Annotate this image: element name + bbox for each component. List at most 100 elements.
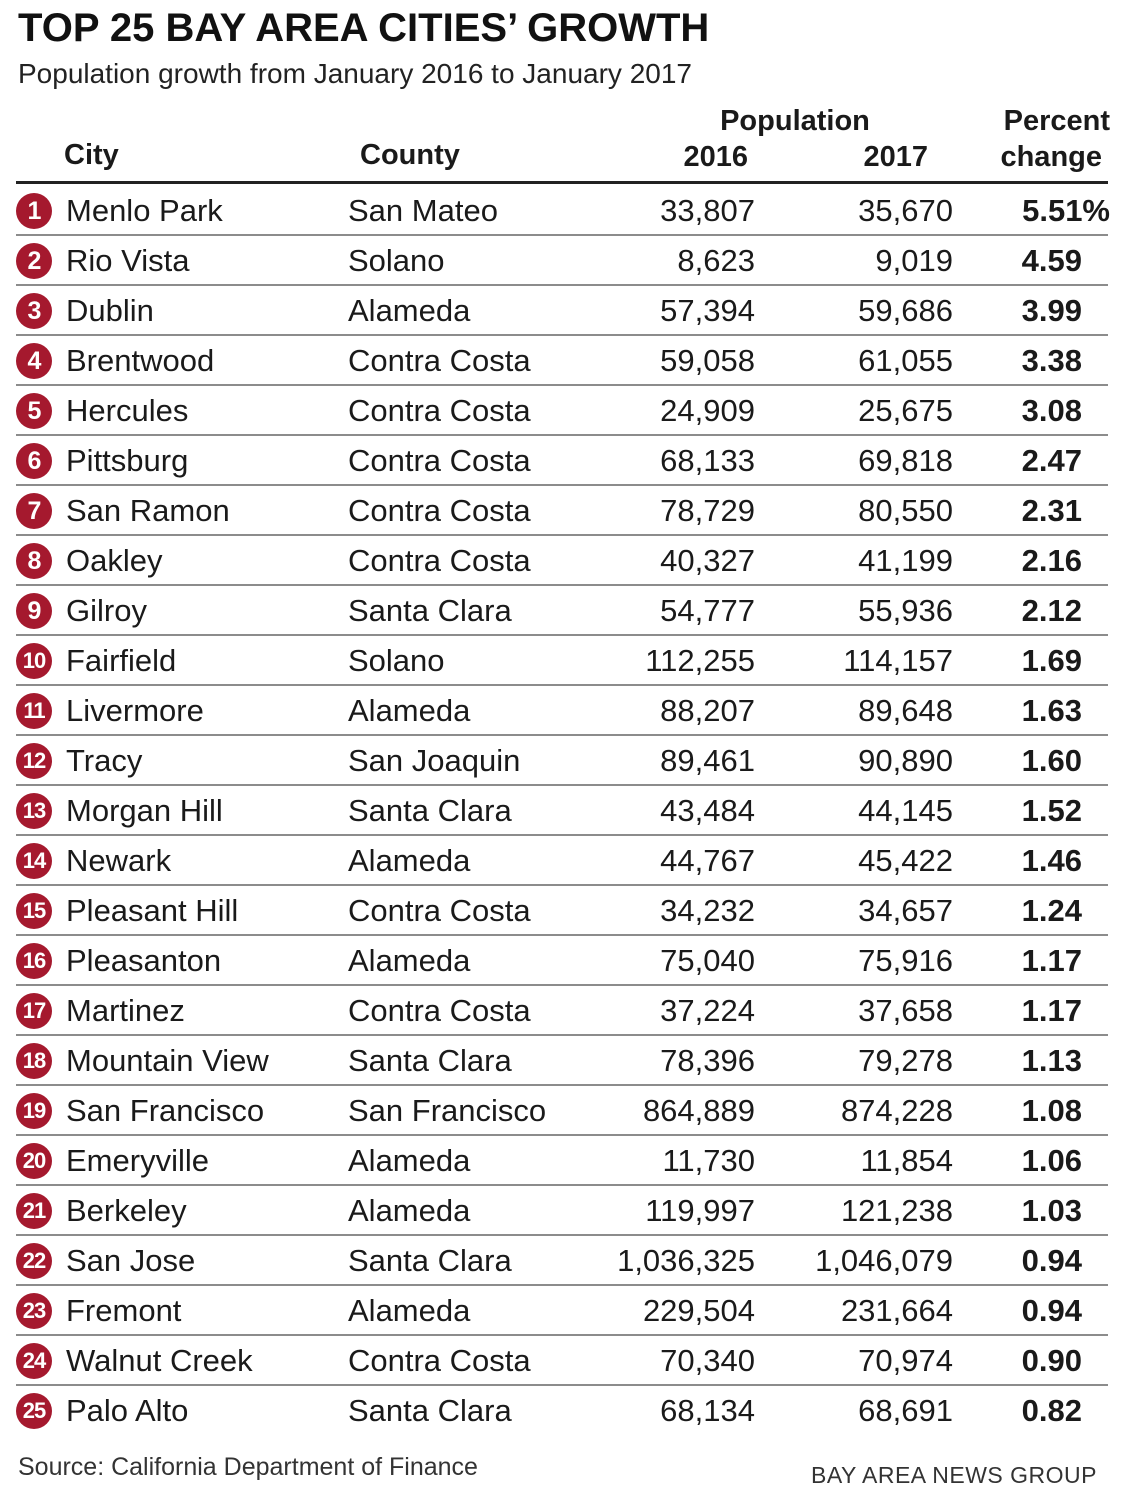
row-separator [16,584,1108,586]
row-separator [16,534,1108,536]
population-2016-cell: 34,232 [660,893,755,928]
city-cell: Pleasanton [66,943,222,978]
population-2016-cell: 44,767 [660,843,755,878]
population-2017-cell: 44,145 [858,793,953,828]
population-2017-cell: 114,157 [843,643,953,678]
county-cell: Alameda [348,843,471,878]
population-2017-cell: 11,854 [860,1143,953,1178]
population-2017-cell: 41,199 [858,543,953,578]
population-2017-cell: 90,890 [858,743,953,778]
population-2016-cell: 8,623 [677,243,755,278]
row-separator [16,1334,1108,1336]
population-2016-cell: 54,777 [660,593,755,628]
city-cell: Rio Vista [66,243,190,278]
row-separator [16,884,1108,886]
row-separator [16,1134,1108,1136]
city-cell: Hercules [66,393,189,428]
percent-change-cell: 1.52 [1021,793,1082,828]
population-2017-cell: 874,228 [840,1093,953,1128]
percent-change-cell: 1.06 [1021,1143,1082,1178]
city-cell: Berkeley [66,1193,187,1228]
percent-change-cell: 3.08 [1021,393,1082,428]
rank-badge: 4 [16,343,52,379]
percent-change-cell: 1.24 [1021,893,1082,928]
table-row: 7 San Ramon Contra Costa 78,729 80,550 2.31 [0,486,1121,536]
table-row: 24 Walnut Creek Contra Costa 70,340 70,974 0.… [0,1336,1121,1386]
rank-badge: 3 [16,293,52,329]
rank-badge: 23 [16,1293,52,1329]
rank-badge: 25 [16,1393,52,1429]
row-separator [16,234,1108,236]
population-2017-cell: 25,675 [858,393,953,428]
table-row: 19 San Francisco San Francisco 864,889 874,2… [0,1086,1121,1136]
rank-badge: 21 [16,1193,52,1229]
population-2017-cell: 34,657 [858,893,953,928]
page-title: TOP 25 BAY AREA CITIES’ GROWTH [18,6,710,50]
table-row: 18 Mountain View Santa Clara 78,396 79,278 1.… [0,1036,1121,1086]
county-cell: Solano [348,643,445,678]
percent-change-cell: 3.99 [1021,293,1082,328]
population-2016-cell: 37,224 [660,993,755,1028]
table-body: 1 Menlo Park San Mateo 33,807 35,670 5.51% 2 Ri… [0,186,1121,1436]
population-2017-cell: 61,055 [858,343,953,378]
header-change: change [1000,141,1102,173]
table-row: 10 Fairfield Solano 112,255 114,157 1.69 [0,636,1121,686]
row-separator [16,784,1108,786]
percent-change-cell: 1.08 [1021,1093,1082,1128]
rank-badge: 24 [16,1343,52,1379]
row-separator [16,1084,1108,1086]
percent-change-cell: 1.17 [1021,943,1082,978]
rank-badge: 18 [16,1043,52,1079]
header-percent: Percent [1003,105,1110,137]
city-cell: Walnut Creek [66,1343,253,1378]
table-row: 21 Berkeley Alameda 119,997 121,238 1.03 [0,1186,1121,1236]
population-2017-cell: 231,664 [840,1293,953,1328]
rank-badge: 8 [16,543,52,579]
population-2017-cell: 68,691 [858,1393,953,1428]
population-2017-cell: 80,550 [858,493,953,528]
county-cell: Contra Costa [348,543,531,578]
row-separator [16,984,1108,986]
population-2017-cell: 9,019 [875,243,953,278]
page-subtitle: Population growth from January 2016 to J… [18,58,692,89]
population-2016-cell: 75,040 [660,943,755,978]
rank-badge: 1 [16,193,52,229]
population-2016-cell: 89,461 [660,743,755,778]
county-cell: Santa Clara [348,793,512,828]
row-separator [16,434,1108,436]
rank-badge: 15 [16,893,52,929]
rank-badge: 14 [16,843,52,879]
percent-change-cell: 3.38 [1021,343,1082,378]
population-2017-cell: 55,936 [858,593,953,628]
population-2017-cell: 89,648 [858,693,953,728]
percent-change-cell: 0.90 [1021,1343,1082,1378]
header-2016: 2016 [683,141,748,173]
percent-change-cell: 2.31 [1021,493,1082,528]
population-2016-cell: 70,340 [660,1343,755,1378]
population-2016-cell: 68,134 [660,1393,755,1428]
county-cell: Alameda [348,1293,471,1328]
city-cell: Palo Alto [66,1393,189,1428]
county-cell: Contra Costa [348,493,531,528]
county-cell: San Francisco [348,1093,547,1128]
row-separator [16,934,1108,936]
county-cell: Alameda [348,693,471,728]
city-cell: Oakley [66,543,163,578]
population-2017-cell: 59,686 [858,293,953,328]
county-cell: Alameda [348,1193,471,1228]
city-cell: Fremont [66,1293,182,1328]
row-separator [16,834,1108,836]
rank-badge: 17 [16,993,52,1029]
source-note: Source: California Department of Finance [18,1453,478,1481]
population-2016-cell: 78,729 [660,493,755,528]
county-cell: San Mateo [348,193,498,228]
row-separator [16,384,1108,386]
city-cell: Livermore [66,693,204,728]
table-row: 9 Gilroy Santa Clara 54,777 55,936 2.12 [0,586,1121,636]
county-cell: Santa Clara [348,1243,512,1278]
population-2016-cell: 33,807 [660,193,755,228]
city-cell: Dublin [66,293,154,328]
percent-change-cell: 1.60 [1021,743,1082,778]
table-row: 22 San Jose Santa Clara 1,036,325 1,046,079 0… [0,1236,1121,1286]
row-separator [16,284,1108,286]
